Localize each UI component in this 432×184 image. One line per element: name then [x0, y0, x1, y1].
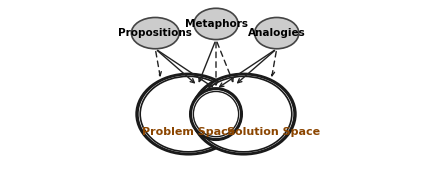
Text: Solution Space: Solution Space: [227, 128, 320, 137]
Text: Analogies: Analogies: [248, 28, 305, 38]
FancyArrowPatch shape: [214, 42, 218, 85]
Ellipse shape: [254, 17, 299, 49]
Ellipse shape: [131, 17, 179, 49]
Ellipse shape: [139, 75, 238, 153]
Ellipse shape: [194, 75, 293, 153]
FancyArrowPatch shape: [271, 52, 276, 76]
FancyArrowPatch shape: [157, 51, 194, 83]
Ellipse shape: [192, 90, 240, 138]
FancyArrowPatch shape: [219, 50, 274, 87]
Text: Problem Space: Problem Space: [143, 128, 235, 137]
FancyArrowPatch shape: [217, 42, 233, 82]
Text: Propositions: Propositions: [118, 28, 192, 38]
FancyArrowPatch shape: [199, 42, 215, 82]
Ellipse shape: [194, 8, 238, 40]
FancyArrowPatch shape: [238, 51, 275, 83]
Text: Metaphors: Metaphors: [184, 19, 248, 29]
FancyArrowPatch shape: [156, 52, 161, 76]
FancyArrowPatch shape: [158, 50, 213, 87]
